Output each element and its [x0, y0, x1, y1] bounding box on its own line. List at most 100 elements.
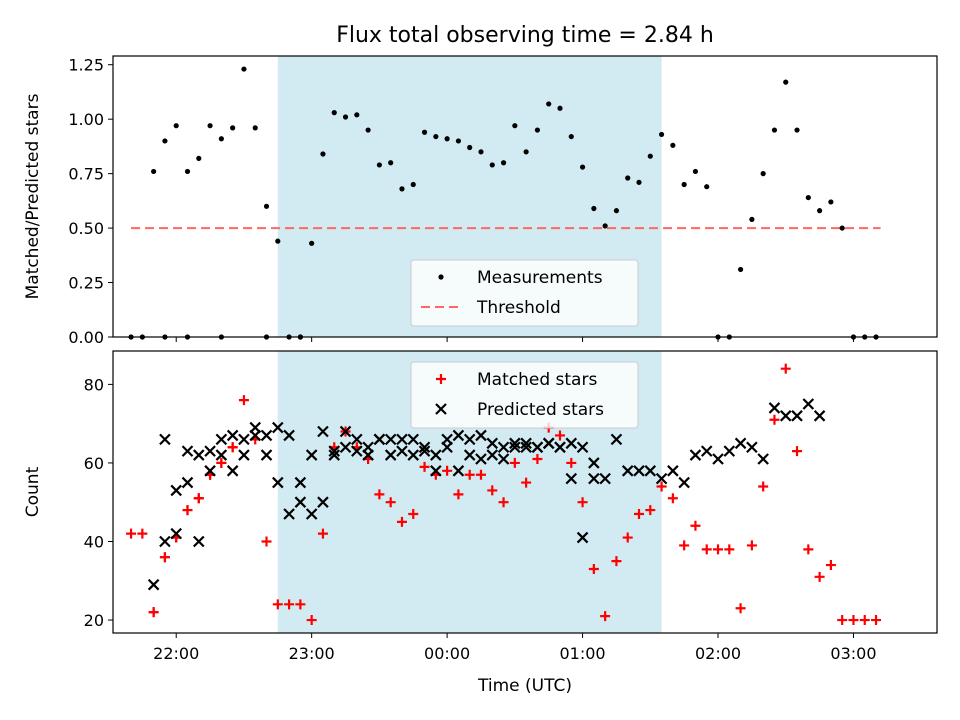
measurement-point — [579, 164, 586, 170]
matched-stars-point — [792, 446, 803, 457]
measurement-point — [320, 151, 326, 157]
predicted-stars-point — [317, 425, 329, 438]
measurement-point — [410, 181, 416, 188]
predicted-stars-point — [339, 425, 352, 438]
measurement-point — [523, 149, 529, 155]
measurement-point — [365, 127, 371, 133]
matched-stars-point — [532, 454, 543, 465]
predicted-stars-point — [351, 445, 363, 457]
top-y-tick-label: 0.25 — [68, 274, 104, 293]
top-y-tick-label: 0.00 — [68, 328, 104, 347]
measurement-point — [376, 162, 382, 168]
predicted-stars-point — [193, 449, 205, 461]
measurement-point — [670, 142, 676, 148]
matched-stars-point — [126, 528, 137, 539]
predicted-stars-point — [181, 476, 194, 489]
matched-stars-point — [577, 497, 588, 508]
bot-legend-box — [410, 361, 639, 429]
predicted-stars-point — [430, 449, 442, 461]
matched-stars-point — [408, 508, 419, 519]
bot-y-tick-label: 60 — [84, 454, 104, 473]
predicted-stars-point — [576, 531, 589, 544]
predicted-stars-point — [734, 437, 747, 450]
predicted-stars-point — [384, 433, 397, 446]
predicted-stars-point — [384, 449, 397, 461]
matched-stars-point — [837, 615, 848, 626]
predicted-stars-point — [452, 465, 465, 477]
matched-stars-point — [611, 556, 622, 567]
predicted-stars-point — [328, 449, 341, 461]
top-axes: 0.00 0.25 0.50 0.75 1.00 1.25 — [68, 56, 854, 347]
predicted-stars-point — [644, 465, 657, 477]
predicted-stars-point — [588, 472, 600, 485]
matched-stars-point — [848, 615, 859, 626]
measurement-point — [196, 155, 202, 161]
predicted-stars-point — [757, 453, 769, 465]
measurement-point — [817, 208, 823, 214]
measurement-point — [568, 133, 574, 140]
bot-y-tick-label: 40 — [84, 532, 104, 551]
top-plot-frame — [112, 55, 938, 338]
measurement-point — [230, 125, 236, 131]
measurement-point — [805, 194, 811, 201]
matched-stars-point — [396, 516, 407, 527]
measurement-point — [433, 133, 439, 140]
predicted-stars-point — [418, 445, 431, 457]
predicted-stars-point — [283, 508, 295, 520]
predicted-stars-point — [238, 433, 250, 446]
predicted-stars-point — [396, 445, 408, 457]
matched-stars-point — [780, 363, 791, 374]
predicted-stars-point — [531, 441, 544, 454]
measurement-point — [478, 149, 484, 155]
predicted-stars-point — [565, 437, 578, 450]
predicted-stars-point — [260, 429, 273, 442]
bottom-y-axis-label: Count — [23, 466, 43, 517]
predicted-stars-point — [272, 421, 284, 434]
matched-stars-point — [295, 599, 306, 610]
matched-stars-point — [261, 536, 272, 547]
predicted-stars-point — [791, 410, 803, 422]
measurement-point — [771, 127, 778, 133]
measurement-point — [794, 127, 800, 133]
matched-stars-point — [814, 571, 825, 582]
matched-stars-point — [679, 540, 690, 551]
predicted-stars-point — [633, 465, 645, 477]
measurement-point — [828, 199, 834, 205]
measurement-point — [613, 208, 620, 214]
matched-stars-point — [656, 481, 667, 492]
predicted-stars-point — [407, 433, 420, 446]
predicted-stars-point — [238, 449, 250, 461]
predicted-stars-point — [509, 437, 521, 450]
matched-stars-point — [622, 532, 633, 543]
matched-stars-point — [442, 465, 453, 476]
matched-stars-point — [690, 520, 701, 531]
x-tick-label: 01:00 — [560, 644, 606, 663]
matched-stars-point — [600, 611, 611, 622]
matched-stars-point — [182, 505, 193, 516]
predicted-stars-point — [362, 441, 374, 454]
predicted-stars-point — [712, 453, 724, 465]
legend-label: Measurements — [477, 268, 603, 288]
measurement-point — [500, 160, 507, 166]
predicted-stars-point — [159, 433, 171, 446]
top-y-axis-label: Matched/Predicted stars — [23, 93, 43, 299]
matched-stars-point — [475, 469, 486, 480]
bottom-plot-frame — [112, 350, 938, 634]
measurement-point — [737, 266, 744, 273]
predicted-stars-point — [181, 445, 194, 457]
matched-stars-point — [701, 544, 712, 555]
measurement-point — [444, 136, 450, 142]
predicted-stars-point — [294, 476, 307, 489]
legend-label: Threshold — [476, 298, 561, 318]
matched-stars-point — [464, 469, 475, 480]
matched-stars-point — [724, 544, 735, 555]
top-panel: 0.00 0.25 0.50 0.75 1.00 1.25 Matched/Predict… — [23, 55, 938, 347]
predicted-stars-point — [768, 402, 781, 414]
x-tick-label: 00:00 — [424, 644, 470, 663]
predicted-stars-point — [328, 445, 341, 457]
predicted-stars-point — [678, 476, 690, 489]
top-y-tick-label: 0.50 — [68, 219, 104, 238]
predicted-stars-point — [339, 441, 352, 454]
predicted-stars-point — [170, 527, 182, 540]
measurement-point — [207, 123, 213, 129]
